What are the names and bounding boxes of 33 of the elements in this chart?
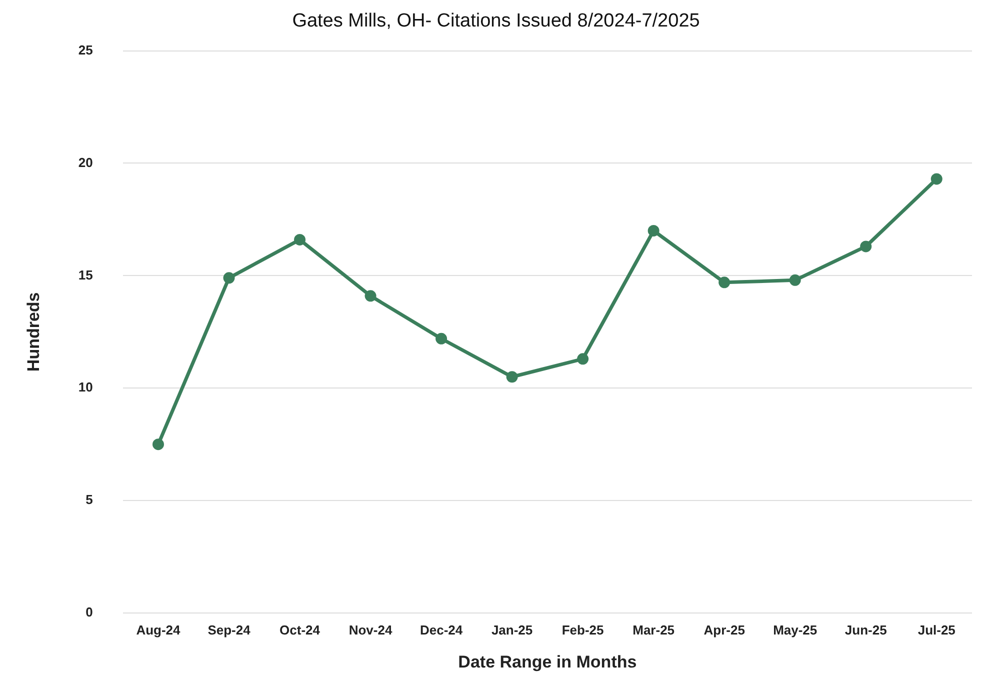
x-tick-label: Dec-24 [420,622,464,638]
x-tick-label: Apr-25 [704,622,745,638]
x-tick-label: May-25 [773,622,818,638]
point [648,224,660,236]
point [294,234,306,246]
point [152,438,164,450]
y-axis-title: Hundreds [24,292,43,372]
x-tick-label: Nov-24 [348,622,393,638]
x-tick-label: Aug-24 [136,622,182,638]
point [718,276,730,288]
x-tick-label: Jan-25 [491,622,533,638]
x-tick-label: Feb-25 [562,622,604,638]
point [506,371,518,383]
x-axis-title: Date Range in Months [458,652,637,672]
x-tick-label: Oct-24 [280,622,321,638]
y-tick-label: 25 [78,42,93,58]
x-tick-label: Jun-25 [844,622,887,638]
chart-title: Gates Mills, OH- Citations Issued 8/2024-7/2025 [292,10,700,32]
x-tick-label: Mar-25 [632,622,675,638]
y-tick-label: 20 [78,154,93,170]
x-tick-label: Jul-25 [918,622,956,638]
point [364,290,376,302]
point [577,353,589,365]
y-tick-label: 10 [78,380,93,395]
x-tick-label: Sep-24 [208,622,252,638]
y-tick-label: 0 [86,604,93,620]
point [930,173,942,185]
point [223,272,235,284]
point [860,240,872,252]
y-tick-label: 5 [86,492,93,508]
point [436,332,448,344]
point [789,274,801,286]
y-tick-label: 15 [78,267,93,282]
